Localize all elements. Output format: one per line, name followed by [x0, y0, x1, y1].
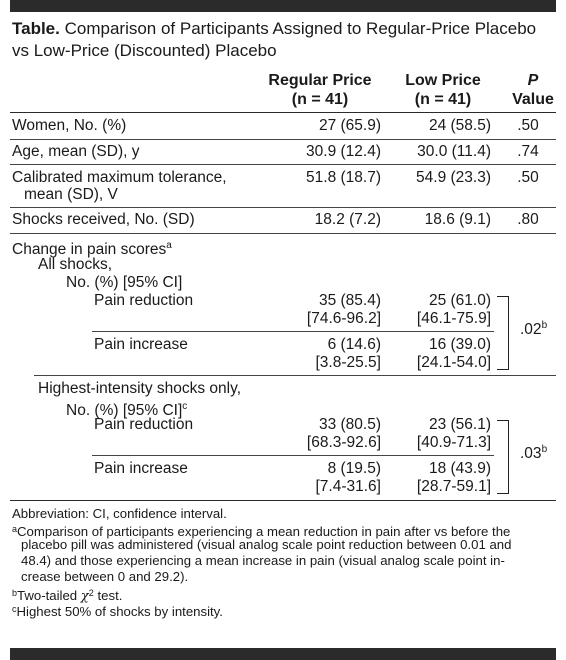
row-tolerance-p: .50 — [517, 169, 539, 186]
all-increase-low: 16 (39.0) — [428, 336, 491, 353]
col-header-regular-n: (n = 41) — [291, 91, 349, 108]
footnote-a: aComparison of participants experiencing… — [12, 521, 510, 540]
all-increase-regular: 6 (14.6) — [327, 336, 381, 353]
subrow-divider — [92, 455, 494, 456]
footnote-a-line4: crease between 0 and 29.2). — [21, 569, 189, 584]
highest-increase-low: 18 (43.9) — [428, 460, 491, 477]
col-header-low: Low Price (n = 41) — [378, 71, 508, 109]
footnote-b: bTwo-tailed χ2 test. — [12, 585, 122, 605]
all-shocks-p: .02b — [520, 317, 547, 339]
col-header-p: P Value — [505, 71, 561, 109]
row-age-p: .74 — [517, 143, 539, 160]
highest-reduction-low: 23 (56.1) — [428, 416, 491, 433]
row-divider — [10, 207, 556, 208]
all-shocks-label2: No. (%) [95% CI] — [66, 274, 183, 291]
table-title-line2: vs Low-Price (Discounted) Placebo — [12, 41, 277, 60]
row-age-low: 30.0 (11.4) — [417, 143, 491, 160]
row-women-label: Women, No. (%) — [12, 117, 127, 134]
row-shocks-regular: 18.2 (7.2) — [314, 211, 381, 228]
footnote-a-line2: placebo pill was administered (visual an… — [21, 537, 512, 552]
col-header-regular: Regular Price (n = 41) — [250, 71, 390, 109]
highest-label2-text: No. (%) [95% CI] — [66, 402, 183, 419]
footnote-mark-c: c — [182, 401, 188, 412]
chi-symbol: χ — [80, 589, 89, 604]
table-title-line1: Comparison of Participants Assigned to R… — [64, 19, 537, 38]
section-divider — [34, 375, 556, 376]
table-bottom-rule — [10, 500, 556, 501]
footnote-b-mark: b — [12, 588, 18, 598]
highest-reduction-low-ci: [40.9-71.3] — [416, 434, 491, 451]
highest-increase-label: Pain increase — [94, 460, 188, 477]
footnote-b-post: test. — [93, 588, 123, 603]
highest-label2: No. (%) [95% CI]c — [66, 398, 187, 420]
row-age-label: Age, mean (SD), y — [12, 143, 140, 160]
footnote-mark-b: b — [541, 444, 548, 455]
row-women-regular: 27 (65.9) — [318, 117, 381, 134]
footnote-mark-a: a — [166, 240, 172, 251]
row-divider — [10, 233, 556, 234]
table-label: Table. — [12, 19, 60, 38]
highest-label1: Highest-intensity shocks only, — [38, 380, 242, 397]
row-tolerance-low: 54.9 (23.3) — [416, 169, 491, 186]
highest-increase-regular: 8 (19.5) — [327, 460, 381, 477]
subrow-divider — [92, 331, 494, 332]
all-increase-low-ci: [24.1-54.0] — [416, 354, 491, 371]
row-divider — [10, 139, 556, 140]
abbreviation-note: Abbreviation: CI, confidence interval. — [12, 506, 227, 521]
footnote-a-mark: a — [12, 524, 18, 534]
col-header-regular-label: Regular Price — [268, 72, 372, 89]
all-reduction-regular: 35 (85.4) — [318, 292, 381, 309]
highest-increase-low-ci: [28.7-59.1] — [416, 478, 491, 495]
chi-exponent: 2 — [88, 588, 94, 598]
highest-p-value: .03 — [520, 445, 542, 462]
row-tolerance-label2: mean (SD), V — [24, 186, 118, 203]
all-shocks-bracket — [497, 296, 509, 370]
highest-bracket — [497, 420, 509, 494]
pain-heading: Change in pain scoresa — [12, 237, 172, 259]
row-tolerance-regular: 51.8 (18.7) — [306, 169, 381, 186]
row-age-regular: 30.9 (12.4) — [306, 143, 381, 160]
bottom-rule-bar — [10, 648, 556, 660]
row-shocks-p: .80 — [517, 211, 539, 228]
all-shocks-label1: All shocks, — [38, 256, 113, 273]
all-reduction-label: Pain reduction — [94, 292, 194, 309]
highest-p: .03b — [520, 441, 547, 463]
all-reduction-regular-ci: [74.6-96.2] — [306, 310, 381, 327]
footnote-b-pre: Two-tailed — [17, 588, 81, 603]
header-divider — [10, 112, 556, 113]
row-divider — [10, 164, 556, 165]
row-shocks-low: 18.6 (9.1) — [424, 211, 491, 228]
highest-reduction-regular: 33 (80.5) — [318, 416, 381, 433]
row-women-p: .50 — [517, 117, 539, 134]
table-caption: Table. Comparison of Participants Assign… — [12, 18, 557, 62]
all-reduction-low-ci: [46.1-75.9] — [416, 310, 491, 327]
col-header-low-label: Low Price — [405, 72, 481, 89]
footnote-a-line3: 48.4) and those experiencing a mean incr… — [21, 553, 505, 568]
all-increase-label: Pain increase — [94, 336, 188, 353]
col-header-p-italic: P — [527, 72, 539, 89]
highest-reduction-label: Pain reduction — [94, 416, 194, 433]
footnote-c-text: Highest 50% of shocks by intensity. — [16, 604, 223, 619]
footnote-mark-b: b — [541, 320, 548, 331]
row-tolerance-label: Calibrated maximum tolerance, — [12, 169, 227, 186]
col-header-low-n: (n = 41) — [414, 91, 472, 108]
all-increase-regular-ci: [3.8-25.5] — [315, 354, 382, 371]
all-reduction-low: 25 (61.0) — [428, 292, 491, 309]
col-header-p-label: Value — [512, 91, 554, 108]
top-rule-bar — [10, 0, 556, 12]
highest-reduction-regular-ci: [68.3-92.6] — [306, 434, 381, 451]
row-women-low: 24 (58.5) — [428, 117, 491, 134]
row-shocks-label: Shocks received, No. (SD) — [12, 211, 195, 228]
footnote-c: cHighest 50% of shocks by intensity. — [12, 601, 223, 620]
highest-increase-regular-ci: [7.4-31.6] — [315, 478, 382, 495]
all-shocks-p-value: .02 — [520, 321, 542, 338]
footnote-c-mark: c — [12, 604, 17, 614]
pain-heading-text: Change in pain scores — [12, 241, 167, 258]
footnote-a-line1: Comparison of participants experiencing … — [17, 524, 511, 539]
